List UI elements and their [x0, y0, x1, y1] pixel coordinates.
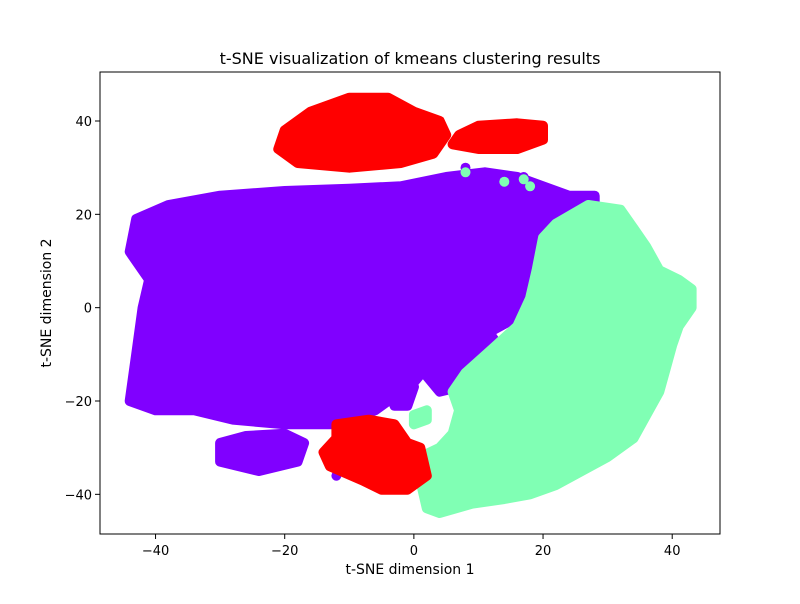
chart-title: t-SNE visualization of kmeans clustering…: [220, 49, 601, 68]
x-tick-label: −40: [142, 544, 169, 559]
y-axis-label: t-SNE dimension 2: [39, 238, 55, 367]
x-tick-label: −20: [271, 544, 298, 559]
y-tick-label: 0: [84, 302, 92, 317]
cluster-2-region-2: [318, 414, 432, 495]
x-tick-label: 40: [664, 544, 681, 559]
plot-area: [124, 92, 697, 518]
y-tick-label: −40: [65, 488, 92, 503]
y-tick-label: −20: [65, 395, 92, 410]
y-tick-label: 20: [75, 208, 92, 223]
y-tick-label: 40: [75, 115, 92, 130]
cluster-0-region-3: [383, 372, 419, 411]
cluster-1-region-0: [415, 200, 697, 518]
cluster-1-point-3: [525, 181, 536, 192]
x-axis-label: t-SNE dimension 1: [345, 562, 474, 578]
x-tick-label: 20: [535, 544, 552, 559]
y-axis-ticks: −40 −20 0 20 40: [65, 115, 100, 503]
plot-frame: [99, 71, 721, 535]
x-axis-ticks: −40 −20 0 20 40: [142, 534, 681, 559]
cluster-0-point-8: [428, 186, 439, 196]
cluster-0-region-0: [124, 167, 600, 430]
cluster-0-point-9: [376, 209, 387, 220]
cluster-1-point-2: [518, 174, 529, 185]
cluster-1-point-0: [460, 167, 471, 178]
cluster-2-region-1: [447, 118, 548, 154]
x-tick-label: 0: [410, 544, 418, 559]
cluster-1-point-4: [415, 410, 426, 420]
cluster-1-point-1: [499, 176, 510, 187]
cluster-0-region-1: [215, 428, 310, 476]
cluster-2-region-0: [273, 92, 452, 173]
